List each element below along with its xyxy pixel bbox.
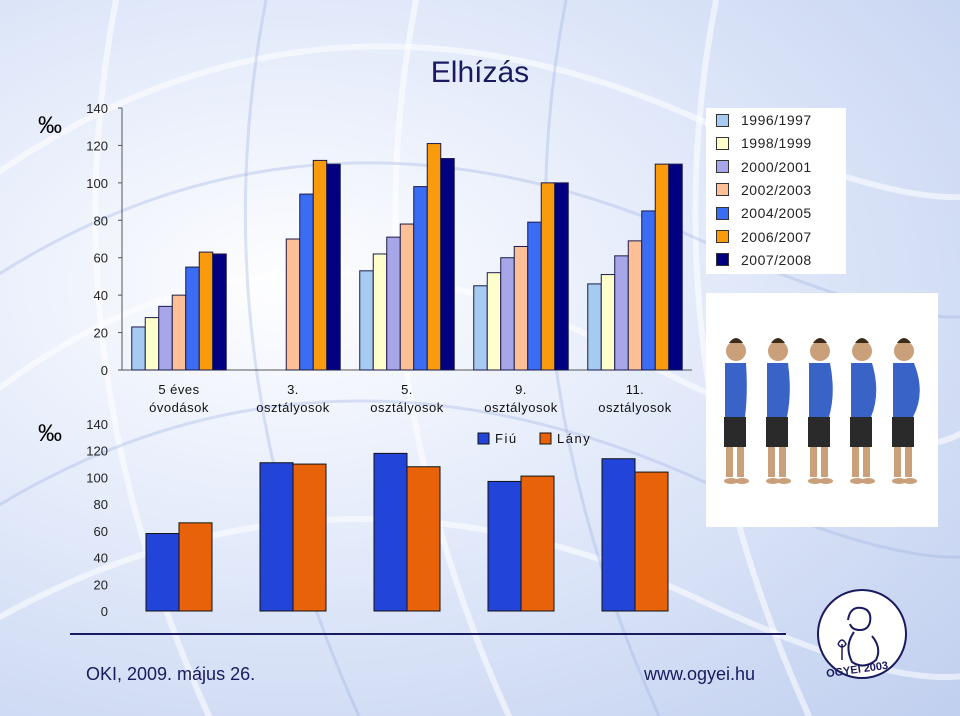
footer-source: OKI, 2009. május 26. [86,664,256,684]
bottom-bar-4-1 [634,471,669,612]
bottom-bar-3-1 [520,475,555,612]
legend-item-0: 1996/1997 [716,110,812,130]
legend-label: 2000/2001 [741,158,812,175]
category-label: osztályosok [370,400,443,415]
legend-item-5: 2006/2007 [716,227,812,247]
bottom-legend-swatch [539,432,552,445]
legend-swatch [716,206,729,220]
legend-top: 1996/1997 1998/1999 2000/2001 2002/2003 2004… [706,108,846,274]
top-y-tick-label: 140 [86,101,108,116]
category-label: osztályosok [256,400,329,415]
legend-label: 2007/2008 [741,251,812,268]
legend-swatch [716,230,729,243]
category-label: 9. [515,382,527,397]
top-y-tick-label: 0 [101,363,108,378]
top-bar-3-6 [554,182,569,371]
bottom-bar-0-0 [145,533,180,612]
top-bar-1-6 [326,163,341,371]
children-photo [706,293,938,527]
bottom-y-tick-label: 140 [86,417,108,432]
bottom-y-tick-label: 20 [94,577,108,592]
category-label: 5. [401,382,413,397]
top-y-tick-label: 40 [94,288,108,303]
bottom-y-tick-label: 120 [86,444,108,459]
bottom-bar-1-1 [292,463,327,612]
legend-item-4: 2004/2005 [716,203,812,223]
legend-item-6: 2007/2008 [716,250,812,270]
legend-swatch [716,113,729,127]
child-figure [850,338,877,484]
legend-swatch [716,136,729,150]
legend-label: 2002/2003 [741,181,812,198]
bottom-legend-label: Fiú [495,431,518,446]
top-y-tick-label: 120 [86,138,108,153]
unit-label-bottom: ‰ [38,420,62,447]
bottom-legend-label: Lány [557,431,591,446]
child-figure [892,338,920,484]
ogyei-logo [817,589,907,679]
bottom-bar-2-0 [373,452,408,612]
legend-label: 2004/2005 [741,205,812,222]
bottom-y-tick-label: 100 [86,470,108,485]
bottom-y-tick-label: 0 [101,604,108,619]
bottom-bar-1-0 [259,462,294,612]
legend-label: 1996/1997 [741,112,812,128]
legend-swatch [716,183,729,197]
bottom-bar-3-0 [487,480,522,612]
bottom-y-tick-label: 60 [94,524,108,539]
legend-swatch [716,160,729,174]
legend-label: 1998/1999 [741,135,812,152]
top-y-tick-label: 100 [86,176,108,191]
legend-label: 2006/2007 [741,228,812,245]
category-label: 3. [287,382,299,397]
top-bar-2-6 [440,158,455,371]
child-figure [808,338,833,484]
child-figure [766,338,791,484]
bottom-y-tick-label: 40 [94,551,108,566]
footer-url: www.ogyei.hu [644,664,756,684]
top-y-tick-label: 20 [94,326,108,341]
category-label: osztályosok [598,400,671,415]
footer-divider [70,633,786,635]
bottom-bar-0-1 [178,522,213,612]
bottom-bar-4-0 [601,458,636,612]
legend-swatch [716,253,729,267]
slide-title: Elhízás [430,56,530,89]
children-figures [724,338,920,484]
category-label: osztályosok [484,400,557,415]
legend-item-2: 2000/2001 [716,157,812,177]
category-label: 11. [626,382,645,397]
category-label: óvodások [149,400,209,415]
top-y-tick-label: 60 [94,251,108,266]
top-bar-4-6 [668,163,683,371]
unit-label-top: ‰ [38,112,62,139]
bottom-y-tick-label: 80 [94,497,108,512]
bottom-bar-2-1 [406,466,441,612]
legend-item-3: 2002/2003 [716,180,812,200]
bottom-legend-swatch [477,432,490,445]
category-label: 5 éves [158,382,199,397]
top-bar-0-6 [212,253,227,371]
legend-item-1: 1998/1999 [716,133,812,153]
top-y-tick-label: 80 [94,213,108,228]
child-figure [724,338,749,484]
